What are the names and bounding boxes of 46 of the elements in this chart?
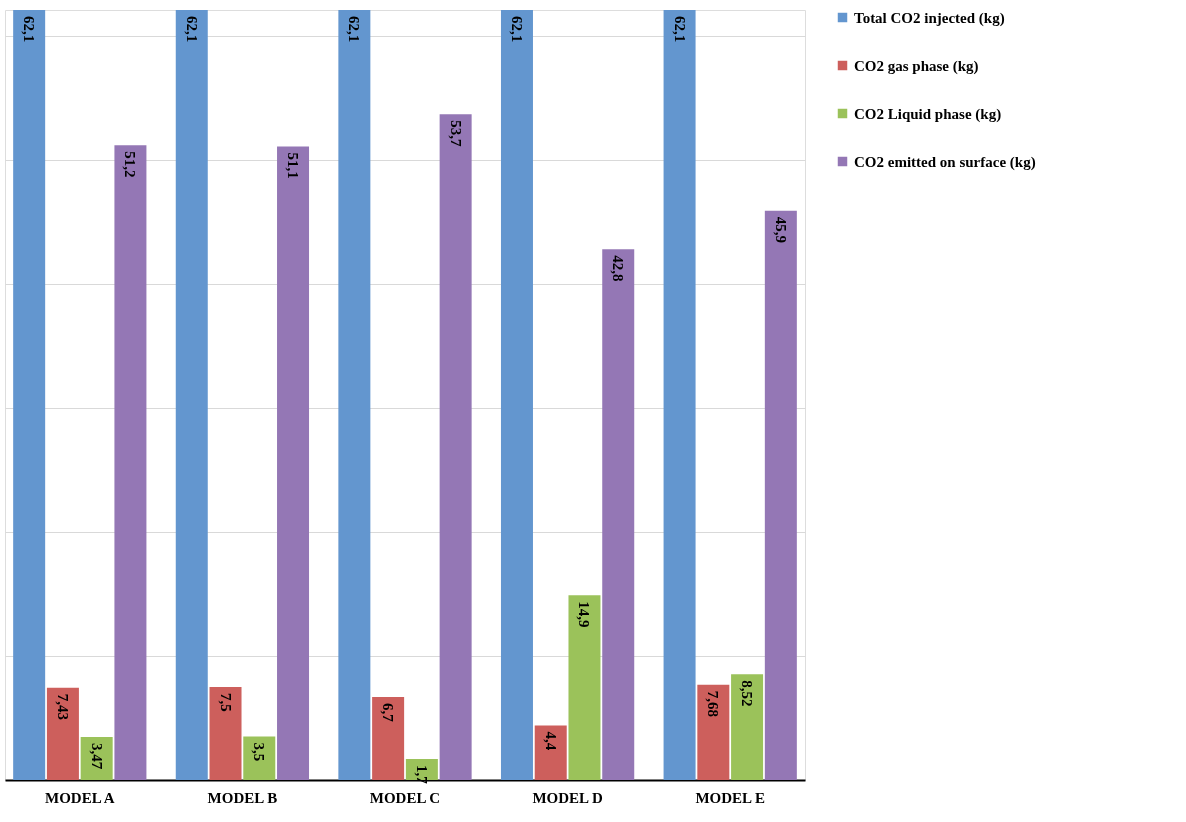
- x-tick-label: MODEL B: [207, 789, 278, 806]
- bar: [568, 595, 601, 780]
- x-tick-label: MODEL D: [532, 789, 603, 806]
- data-label: 7,68: [705, 690, 722, 718]
- data-label: 45,9: [772, 216, 789, 244]
- data-label: 51,2: [122, 151, 139, 178]
- bar: [697, 684, 730, 780]
- data-label: 3,5: [251, 742, 268, 762]
- bar: [114, 145, 147, 780]
- data-label: 4,4: [542, 731, 559, 751]
- data-label: 62,1: [671, 16, 688, 43]
- data-label: 53,7: [447, 120, 464, 147]
- bar: [338, 10, 371, 780]
- bar: [602, 249, 635, 780]
- bar: [534, 725, 567, 780]
- data-label: 3,47: [88, 742, 105, 770]
- bar: [439, 114, 472, 780]
- data-label: 62,1: [183, 16, 200, 43]
- data-label: 8,52: [739, 680, 756, 707]
- legend-label: CO2 Liquid phase (kg): [854, 105, 1002, 123]
- bar: [731, 674, 764, 780]
- bar: [372, 696, 405, 780]
- bar: [277, 146, 310, 780]
- legend-label: Total CO2 injected (kg): [854, 9, 1005, 27]
- bar: [209, 687, 242, 780]
- data-label: 62,1: [21, 16, 38, 43]
- bar: [13, 10, 46, 780]
- x-tick-label: MODEL C: [369, 789, 441, 806]
- legend-label: CO2 gas phase (kg): [854, 57, 979, 75]
- data-label: 6,7: [380, 702, 397, 723]
- bar: [500, 10, 533, 780]
- data-label: 14,9: [576, 601, 593, 628]
- bar: [764, 210, 797, 780]
- data-label: 62,1: [508, 16, 525, 43]
- data-label: 7,43: [54, 693, 71, 721]
- data-label: 42,8: [610, 255, 627, 282]
- x-tick-label: MODEL A: [44, 789, 115, 806]
- bar: [46, 687, 79, 780]
- x-tick-label: MODEL E: [695, 789, 766, 806]
- data-label: 62,1: [346, 16, 363, 43]
- data-label: 7,5: [217, 693, 234, 712]
- bar: [663, 10, 696, 780]
- data-label: 51,1: [285, 152, 302, 179]
- legend-label: CO2 emitted on surface (kg): [854, 153, 1036, 171]
- bar: [243, 736, 276, 780]
- bar: [175, 10, 208, 780]
